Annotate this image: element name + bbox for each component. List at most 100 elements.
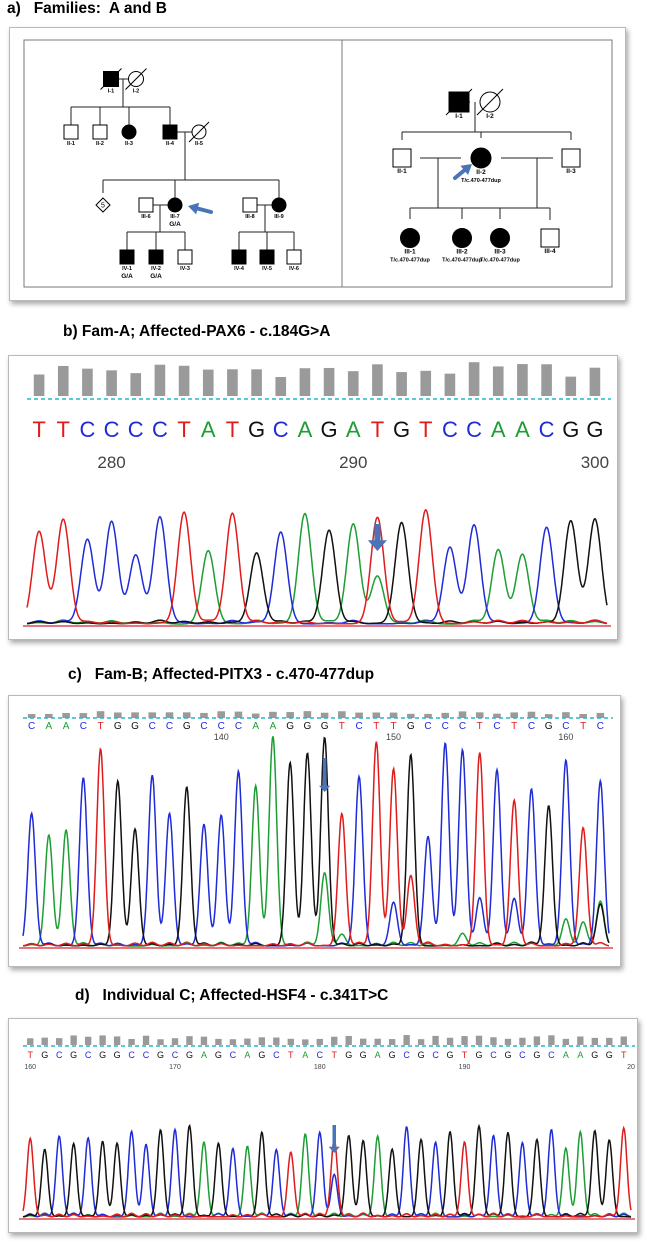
chrom-d-quality-bar [403,1035,410,1045]
chrom-b-trace-T [26,508,608,625]
chrom-d-quality-bar [417,1039,425,1045]
chrom-d-base-letter: T [621,1050,627,1060]
chrom-c-quality-bar [131,712,139,718]
chrom-c-quality-bar [458,711,467,718]
chrom-d-base-letter: G [447,1050,454,1060]
chrom-d-base-letter: G [606,1050,613,1060]
chrom-d-base-letter: A [563,1050,569,1060]
chrom-d-quality-bar [27,1038,34,1045]
chrom-d-base-letter: T [27,1050,33,1060]
family-a-proband-arrow-head [188,202,200,215]
chrom-d-quality-bar [345,1035,352,1045]
chrom-b-quality-bar [275,376,287,396]
family-b-individual-i-2-label: I-2 [486,113,494,120]
family-a-individual-i-1-label: I-1 [108,89,114,95]
chrom-d-quality-bar [331,1036,338,1045]
family-a-individual-ii-5-deceased-slash [188,121,210,143]
family-a-individual-i-2-label: I-2 [133,89,139,95]
chrom-d-quality-bar [41,1037,48,1045]
chrom-c-quality-bar [527,711,536,718]
chrom-c-quality-bar [389,712,398,718]
family-b-individual-ii-2-genotype: T/c.470-477dup [461,178,501,184]
chrom-b-quality-bar [323,367,335,396]
chrom-b-quality-bar [33,374,45,396]
chrom-d-quality-bar [157,1039,164,1045]
family-a-individual-i-2-deceased-slash [125,68,147,90]
chrom-c-base-letter: G [183,721,191,732]
chrom-b-base-letter: A [346,417,361,442]
chrom-d-quality-bar [461,1036,468,1045]
family-b-individual-iii-3-label: III-3 [494,249,506,256]
chrom-c-quality-bar [27,714,36,718]
chrom-c-base-letter: G [114,721,122,732]
chrom-d-base-letter: C [143,1050,150,1060]
chrom-d-base-letter: G [345,1050,352,1060]
chrom-c-base-letter: T [511,721,517,732]
chrom-c-base-letter: G [321,721,329,732]
chrom-d-quality-bar [446,1037,454,1045]
family-b-individual-i-1-deceased-slash [445,88,473,116]
chrom-c-trace-T [22,741,610,947]
family-a-individual-iv-6-square [286,249,302,265]
chrom-d-base-letter: C [432,1050,439,1060]
family-a-individual-iii-6-square [138,197,154,213]
chrom-b-quality-bar [154,364,166,396]
chrom-b-base-letter: C [128,417,144,442]
chrom-d-quality-bar [215,1038,222,1045]
chrom-b-base-letter: T [177,417,190,442]
family-b-individual-i-1-label: I-1 [455,113,463,120]
chrom-b-variant-arrow-head [367,540,388,551]
panel-d-title: d) Individual C; Affected-HSF4 - c.341T>… [75,987,389,1004]
family-b-individual-iii-1-label: III-1 [404,249,416,256]
chrom-d-base-letter: G [591,1050,598,1060]
family-b-individual-ii-2-circle [470,147,492,169]
chrom-c-tick-label: 150 [386,732,401,742]
chrom-d-base-letter: C [548,1050,555,1060]
chrom-d-quality-bar [99,1035,106,1045]
family-b-proband-arrow-head [460,164,472,175]
chrom-d-base-letter: T [331,1050,337,1060]
chromatogram-b-panel: T T C C C C T A T G C A G A T G T C C A A C G G 280 290 300 [8,355,618,640]
chrom-c-quality-bar [407,713,415,718]
chrom-d-base-letter: G [533,1050,540,1060]
chrom-d-quality-bar [548,1035,555,1045]
chrom-d-base-letter: C [172,1050,179,1060]
chrom-c-base-letter: T [391,721,397,732]
chrom-b-base-letter: G [248,417,265,442]
chrom-d-variant-arrow-shaft [332,1125,336,1148]
chrom-b-quality-bar [106,370,117,396]
chrom-d-base-letter: G [389,1050,396,1060]
chrom-c-tick-label: 160 [558,732,573,742]
chrom-d-quality-bar [504,1038,512,1045]
chrom-b-base-letter: C [273,417,289,442]
family-b-individual-iii-2-label: III-2 [456,249,468,256]
chrom-d-quality-bar [475,1035,483,1045]
chrom-b-quality-bar [517,364,528,396]
family-b-individual-ii-3-square [561,148,581,168]
chrom-c-base-letter: G [303,721,311,732]
chrom-d-base-letter: G [70,1050,77,1060]
chrom-b-base-letter: C [104,417,120,442]
family-b-individual-ii-1-square [392,148,412,168]
chrom-d-quality-bar [577,1036,584,1045]
family-a-individual-iv-1-genotype: G/A [121,273,133,280]
chrom-d-base-letter: A [375,1050,381,1060]
chrom-b-base-letter: A [298,417,313,442]
chrom-b-quality-bar [565,376,577,396]
family-a-individual-iii-9-circle [271,197,287,213]
chrom-d-base-letter: C [273,1050,280,1060]
chrom-b-base-letter: C [152,417,168,442]
family-b-individual-iii-1-genotype: T/c.470-477dup [390,258,430,264]
chrom-d-quality-bar [70,1035,77,1045]
family-a-individual-iv-2-genotype: G/A [150,273,162,280]
chrom-d-quality-bar [229,1039,237,1045]
chrom-d-base-letter: G [41,1050,48,1060]
chrom-d-quality-bar [186,1036,193,1045]
chrom-b-quality-bar [541,364,552,396]
family-b-individual-iii-4-square [540,228,560,248]
chrom-d-quality-bar [562,1038,570,1045]
chrom-c-quality-bar [355,712,363,718]
chrom-d-tick-label: 180 [314,1064,326,1071]
chrom-c-base-letter: C [562,721,569,732]
